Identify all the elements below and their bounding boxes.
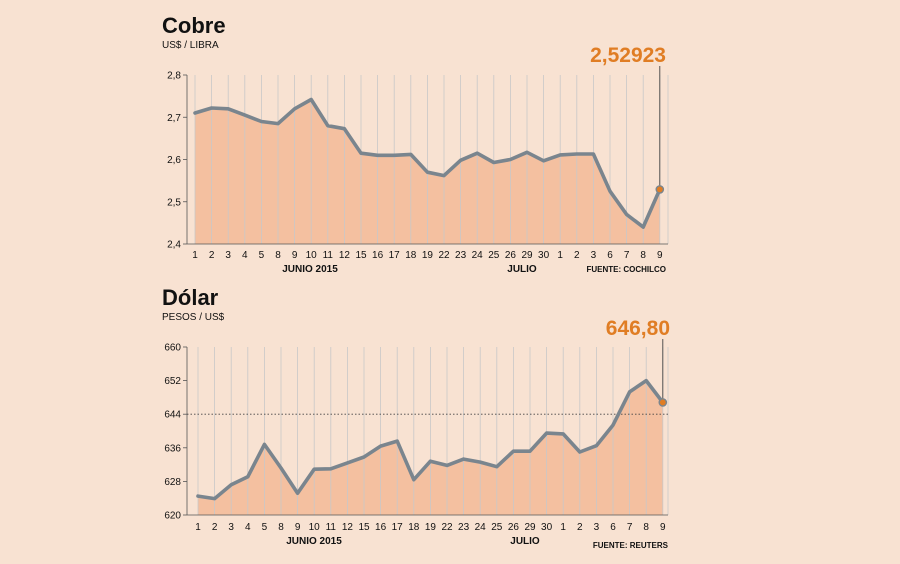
dolar-x-tick-label: 1 [560, 522, 566, 533]
cobre-x-tick-label: 15 [355, 250, 367, 261]
dolar-x-tick-label: 17 [392, 522, 404, 533]
cobre-x-tick-label: 26 [505, 250, 517, 261]
dolar-x-tick-label: 23 [458, 522, 470, 533]
dolar-series-line [196, 378, 665, 501]
cobre-last-point [655, 185, 665, 194]
dolar-x-tick-label: 19 [425, 522, 437, 533]
cobre-x-tick-label: 6 [607, 250, 613, 261]
cobre-x-tick-label: 1 [192, 250, 198, 261]
cobre-x-tick-label: 17 [389, 250, 401, 261]
cobre-title: Cobre [162, 13, 226, 38]
dolar-x-tick-label: 4 [245, 522, 251, 533]
cobre-highlight-value: 2,52923 [590, 44, 666, 67]
cobre-x-tick-label: 19 [422, 250, 434, 261]
dolar-month-julio: JULIO [510, 536, 540, 547]
cobre-plot: 2,82,72,62,52,41 2 3 4 5 8 9 10 11 12 15 16 17 18 19 22… [167, 66, 669, 261]
dolar-last-point [658, 398, 668, 407]
cobre-x-tick-label: 16 [372, 250, 384, 261]
cobre-x-tick-label: 8 [275, 250, 281, 261]
dolar-x-tick-label: 2 [577, 522, 583, 533]
dolar-y-tick-label: 660 [164, 343, 181, 354]
dolar-x-tick-label: 12 [342, 522, 354, 533]
cobre-source: FUENTE: COCHILCO [586, 265, 666, 274]
dolar-x-tick-label: 9 [660, 522, 666, 533]
dolar-y-tick-label: 644 [164, 410, 181, 421]
cobre-unit-label: US$ / LIBRA [162, 40, 219, 51]
cobre-y-tick-label: 2,5 [167, 197, 181, 208]
cobre-x-tick-label: 12 [339, 250, 351, 261]
dolar-x-tick-label: 16 [375, 522, 387, 533]
dolar-x-tick-label: 24 [475, 522, 487, 533]
cobre-y-tick-label: 2,6 [167, 155, 181, 166]
cobre-x-tick-label: 29 [521, 250, 533, 261]
cobre-x-tick-label: 5 [259, 250, 265, 261]
cobre-x-tick-label: 10 [306, 250, 318, 261]
dolar-x-tick-label: 8 [643, 522, 649, 533]
cobre-y-tick-label: 2,4 [167, 240, 181, 251]
cobre-month-julio: JULIO [507, 264, 537, 275]
dolar-x-tick-label: 5 [262, 522, 268, 533]
cobre-x-tick-label: 25 [488, 250, 500, 261]
cobre-x-tick-label: 1 [557, 250, 563, 261]
cobre-x-tick-label: 2 [209, 250, 215, 261]
cobre-x-tick-label: 4 [242, 250, 248, 261]
dolar-x-tick-label: 30 [541, 522, 553, 533]
dolar-x-tick-label: 6 [610, 522, 616, 533]
dolar-unit-label: PESOS / US$ [162, 312, 225, 323]
dolar-title: Dólar [162, 285, 219, 310]
cobre-x-tick-label: 24 [472, 250, 484, 261]
dolar-x-tick-label: 8 [278, 522, 284, 533]
dolar-y-tick-label: 652 [164, 376, 181, 387]
cobre-month-junio: JUNIO 2015 [282, 264, 338, 275]
cobre-x-tick-label: 3 [225, 250, 231, 261]
cobre-x-tick-label: 22 [438, 250, 450, 261]
dolar-x-tick-label: 25 [491, 522, 503, 533]
cobre-y-tick-label: 2,8 [167, 71, 181, 82]
dolar-x-tick-label: 10 [309, 522, 321, 533]
dolar-source: FUENTE: REUTERS [593, 541, 669, 550]
dolar-x-tick-label: 7 [627, 522, 633, 533]
dolar-x-tick-label: 11 [326, 522, 337, 533]
dolar-x-tick-label: 26 [508, 522, 520, 533]
cobre-x-tick-label: 8 [640, 250, 646, 261]
cobre-x-tick-label: 3 [591, 250, 597, 261]
dolar-x-tick-label: 22 [441, 522, 453, 533]
dolar-x-tick-label: 9 [295, 522, 301, 533]
dolar-x-tick-label: 1 [195, 522, 201, 533]
cobre-x-tick-label: 9 [657, 250, 663, 261]
dolar-month-junio: JUNIO 2015 [286, 536, 342, 547]
cobre-x-tick-label: 7 [624, 250, 630, 261]
dolar-y-tick-label: 636 [164, 443, 181, 454]
cobre-panel: Cobre US$ / LIBRA 2,82,72,62,52,41 2 3 4 5 8 9… [162, 13, 669, 275]
dolar-y-tick-label: 628 [164, 477, 181, 488]
cobre-x-tick-label: 9 [292, 250, 298, 261]
dolar-y-tick-label: 620 [164, 511, 181, 522]
cobre-x-tick-label: 30 [538, 250, 550, 261]
cobre-x-tick-label: 11 [323, 250, 334, 261]
cobre-x-tick-label: 23 [455, 250, 467, 261]
cobre-x-tick-label: 2 [574, 250, 580, 261]
cobre-x-tick-label: 18 [405, 250, 417, 261]
dolar-x-tick-label: 29 [524, 522, 536, 533]
cobre-y-tick-label: 2,7 [167, 113, 181, 124]
dolar-x-tick-label: 18 [408, 522, 420, 533]
dolar-x-tick-label: 3 [594, 522, 600, 533]
cobre-series-line [193, 97, 662, 229]
dolar-highlight-value: 646,80 [606, 317, 670, 340]
dolar-x-tick-label: 15 [358, 522, 370, 533]
dolar-x-tick-label: 2 [212, 522, 218, 533]
dolar-x-tick-label: 3 [228, 522, 234, 533]
